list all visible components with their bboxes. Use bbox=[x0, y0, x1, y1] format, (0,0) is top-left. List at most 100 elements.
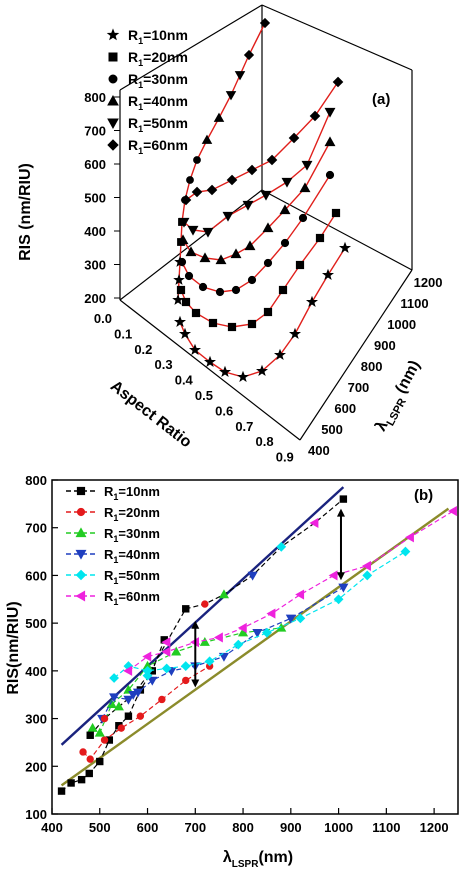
y-tick-label: 600 bbox=[334, 401, 356, 416]
surface-curve bbox=[181, 174, 331, 293]
x-axis-label: Aspect Ratio bbox=[107, 378, 195, 452]
x-tick-label: 0.5 bbox=[195, 388, 213, 403]
surface-point bbox=[176, 285, 186, 295]
surface-point bbox=[309, 110, 321, 122]
x-tick-label: 0.1 bbox=[114, 326, 132, 341]
x-tick-label: 0.8 bbox=[256, 434, 274, 449]
series-point bbox=[252, 628, 263, 638]
chart-b: 400 500 600 700 800 900 1000 1100 1200 100 200 300… bbox=[5, 473, 459, 870]
legend-a-marker bbox=[107, 139, 119, 151]
b-x-tick-label: 400 bbox=[41, 820, 63, 835]
spine-point bbox=[177, 238, 185, 246]
series-point bbox=[123, 665, 133, 676]
surface-point bbox=[324, 136, 336, 147]
upper-series-point bbox=[142, 670, 153, 681]
x-tick-label: 0.7 bbox=[235, 419, 253, 434]
chart-a-box bbox=[119, 4, 413, 441]
surface-point bbox=[281, 177, 293, 188]
legend-b-marker bbox=[75, 590, 86, 602]
series-point bbox=[237, 622, 247, 633]
surface-point bbox=[181, 297, 191, 307]
series-point bbox=[109, 693, 120, 703]
legend-a-label: R1=10nm bbox=[128, 27, 188, 46]
surface-curve bbox=[179, 247, 346, 378]
upper-series-point bbox=[218, 589, 230, 599]
series-point bbox=[295, 589, 305, 600]
surface-point bbox=[266, 154, 278, 166]
b-y-tick-label: 100 bbox=[25, 807, 47, 822]
spine-point bbox=[243, 49, 255, 61]
upper-series-point bbox=[247, 571, 258, 581]
series-line bbox=[82, 665, 210, 761]
series-point bbox=[86, 755, 94, 763]
legend-a-marker bbox=[106, 28, 120, 41]
spine-point bbox=[186, 176, 194, 184]
surface-point bbox=[227, 322, 237, 332]
b-y-tick-label: 300 bbox=[25, 712, 47, 727]
upper-series-point bbox=[182, 605, 190, 613]
b-x-tick-label: 900 bbox=[280, 820, 302, 835]
surface-point bbox=[324, 107, 336, 118]
series-point bbox=[204, 656, 215, 667]
surface-point bbox=[279, 204, 291, 215]
legend-b-label: R1=60nm bbox=[104, 589, 160, 607]
spine-point bbox=[213, 112, 225, 122]
b-x-axis-label: λLSPR(nm) bbox=[223, 849, 293, 870]
y-tick-label: 700 bbox=[348, 380, 370, 395]
y-axis-label-sub: LSPR bbox=[384, 396, 408, 428]
series-point bbox=[123, 695, 134, 705]
series-point bbox=[124, 712, 133, 720]
b-y-tick-label: 700 bbox=[25, 521, 47, 536]
z-tick-label: 300 bbox=[84, 258, 106, 273]
surface-point bbox=[215, 254, 227, 265]
shift-arrow-head bbox=[336, 572, 345, 581]
series-point bbox=[448, 505, 457, 517]
shift-arrow-head bbox=[191, 679, 200, 688]
spine-point bbox=[193, 156, 201, 164]
legend-a-marker bbox=[108, 74, 118, 84]
legend-a-label: R1=60nm bbox=[128, 137, 188, 156]
surface-point bbox=[260, 190, 272, 201]
x-tick-label: 0.3 bbox=[155, 357, 173, 372]
surface-curve bbox=[182, 141, 331, 261]
surface-point bbox=[299, 182, 311, 193]
series-point bbox=[405, 532, 414, 543]
upper-series-point bbox=[113, 701, 124, 711]
legend-b-marker bbox=[75, 527, 87, 538]
series-point bbox=[180, 661, 191, 671]
spine-point bbox=[178, 218, 186, 226]
b-x-tick-label: 800 bbox=[232, 820, 254, 835]
legend-b-marker bbox=[76, 486, 86, 496]
series-point bbox=[266, 608, 276, 619]
legend-a-label: R1=40nm bbox=[128, 93, 188, 112]
upper-series-point bbox=[86, 731, 94, 739]
surface-point bbox=[288, 132, 300, 144]
surface-point bbox=[230, 248, 242, 259]
legend-b-marker bbox=[75, 569, 87, 581]
legend-b: R1=10nm R1=20nm R1=30nm R1=40nm R1=50nm R1=60… bbox=[66, 484, 160, 607]
z-tick-marks bbox=[114, 96, 120, 299]
legend-a-label: R1=20nm bbox=[128, 49, 188, 68]
x-tick-label: 0.2 bbox=[134, 342, 152, 357]
chart-b-frame bbox=[51, 479, 459, 815]
spine-point bbox=[234, 71, 246, 81]
b-y-tick-label: 200 bbox=[25, 759, 47, 774]
shift-arrow-head bbox=[336, 508, 345, 517]
chart-a: 800 700 600 500 400 300 200 0.00.10.20.30.40.5… bbox=[17, 4, 443, 462]
surface-point bbox=[199, 252, 211, 263]
legend-a-marker bbox=[107, 94, 119, 106]
y-tick-labels: 400 500 600 700 800 900 1000 1100 1200 bbox=[308, 275, 443, 458]
surface-point bbox=[295, 260, 305, 270]
series-point bbox=[94, 727, 105, 737]
series-point bbox=[57, 787, 66, 795]
series-point bbox=[238, 627, 249, 637]
spine-point bbox=[173, 273, 185, 285]
series-point bbox=[285, 614, 296, 624]
surface-point bbox=[202, 227, 214, 238]
spine-point bbox=[225, 91, 237, 101]
b-x-tick-label: 700 bbox=[184, 820, 206, 835]
surface-point bbox=[298, 213, 308, 223]
legend-b-label: R1=20nm bbox=[104, 505, 160, 523]
series-point bbox=[136, 712, 145, 720]
legend-b-marker bbox=[76, 507, 86, 517]
